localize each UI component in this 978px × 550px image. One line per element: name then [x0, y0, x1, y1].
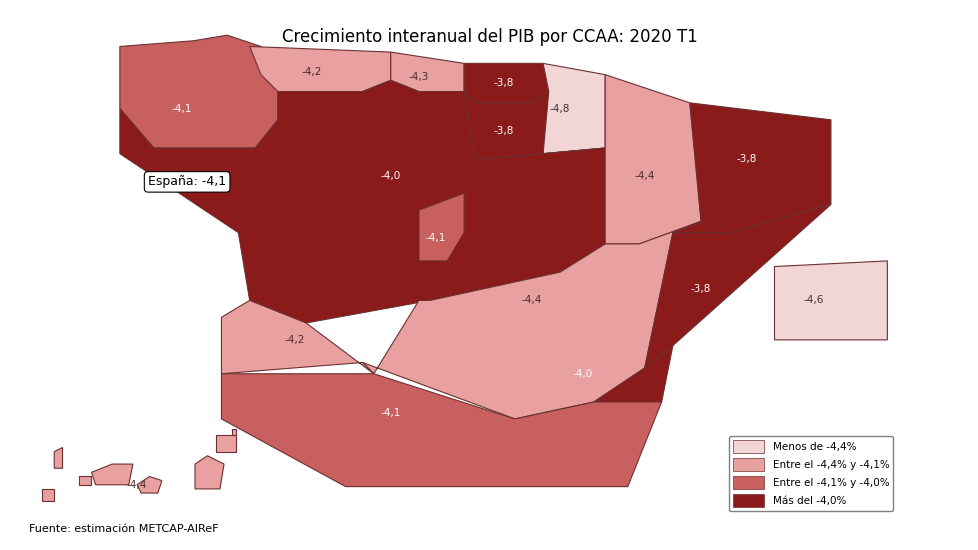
Polygon shape: [464, 92, 549, 160]
Text: -4,4: -4,4: [127, 480, 147, 490]
Text: España: -4,1: España: -4,1: [148, 175, 226, 189]
Text: -4,1: -4,1: [171, 103, 192, 113]
Polygon shape: [232, 429, 237, 435]
Polygon shape: [464, 63, 549, 103]
Text: Fuente: estimación METCAP-AIReF: Fuente: estimación METCAP-AIReF: [29, 524, 219, 534]
Legend: Menos de -4,4%, Entre el -4,4% y -4,1%, Entre el -4,1% y -4,0%, Más del -4,0%: Menos de -4,4%, Entre el -4,4% y -4,1%, …: [728, 436, 893, 511]
Text: -3,8: -3,8: [493, 126, 513, 136]
Polygon shape: [221, 368, 661, 487]
Text: -3,8: -3,8: [690, 284, 711, 294]
Polygon shape: [91, 464, 133, 485]
Text: -4,2: -4,2: [301, 67, 322, 77]
Polygon shape: [249, 46, 390, 92]
Polygon shape: [79, 476, 91, 485]
Polygon shape: [362, 222, 700, 419]
Text: -4,8: -4,8: [550, 103, 569, 113]
Polygon shape: [215, 435, 237, 452]
Text: -4,4: -4,4: [634, 171, 654, 182]
Text: -4,3: -4,3: [409, 73, 428, 82]
Text: Crecimiento interanual del PIB por CCAA: 2020 T1: Crecimiento interanual del PIB por CCAA:…: [282, 28, 696, 46]
Polygon shape: [672, 103, 830, 233]
Polygon shape: [390, 52, 464, 92]
Polygon shape: [195, 456, 224, 489]
Polygon shape: [42, 489, 54, 502]
Text: -3,8: -3,8: [735, 155, 756, 164]
Text: -4,0: -4,0: [380, 171, 400, 182]
Polygon shape: [54, 448, 63, 468]
Text: -4,4: -4,4: [521, 295, 542, 305]
Polygon shape: [419, 193, 464, 261]
Text: -4,0: -4,0: [572, 368, 592, 379]
Polygon shape: [774, 261, 886, 340]
Polygon shape: [119, 80, 604, 323]
Polygon shape: [137, 476, 161, 493]
Polygon shape: [645, 205, 830, 368]
Text: -4,1: -4,1: [425, 233, 446, 243]
Polygon shape: [119, 35, 278, 148]
Polygon shape: [531, 63, 604, 153]
Polygon shape: [594, 345, 672, 402]
Text: -3,8: -3,8: [493, 78, 513, 88]
Polygon shape: [543, 75, 700, 244]
Polygon shape: [221, 300, 374, 374]
Text: -4,6: -4,6: [803, 295, 823, 305]
Text: -4,2: -4,2: [285, 335, 305, 345]
Text: -4,1: -4,1: [380, 408, 401, 418]
